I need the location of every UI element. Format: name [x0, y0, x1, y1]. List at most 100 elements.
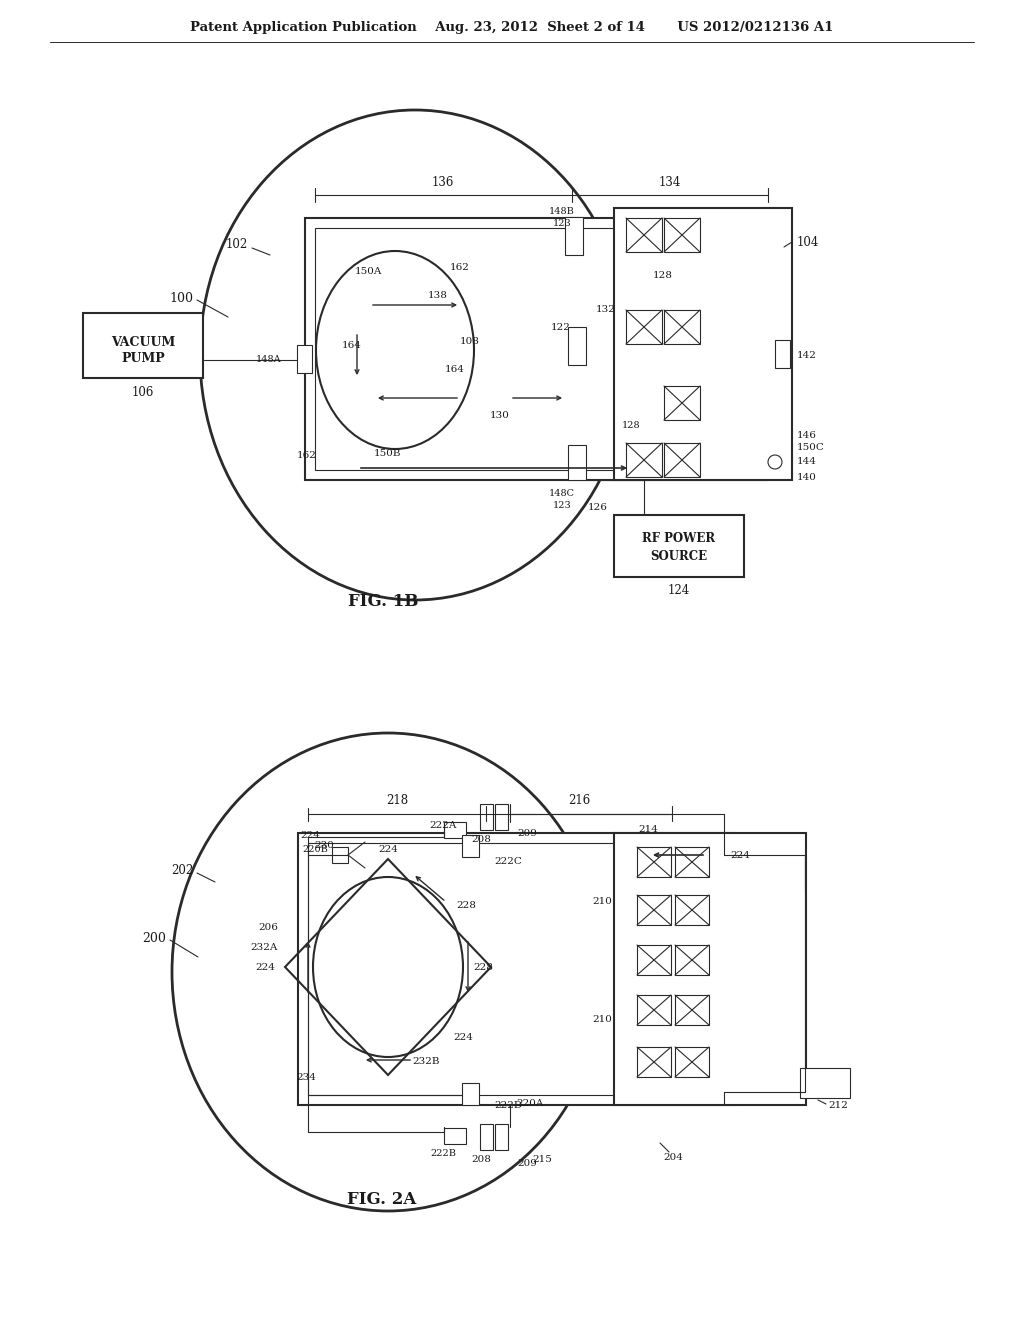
Text: 222C: 222C: [494, 858, 522, 866]
Bar: [298, 833, 736, 1105]
Circle shape: [768, 455, 782, 469]
Text: 130: 130: [490, 412, 510, 421]
Text: 209: 209: [517, 829, 537, 837]
Bar: [565, 216, 583, 255]
Bar: [637, 995, 671, 1026]
Text: 224: 224: [300, 830, 319, 840]
Text: 210: 210: [592, 1015, 612, 1024]
Bar: [664, 218, 700, 252]
Text: 232A: 232A: [251, 942, 278, 952]
Bar: [308, 843, 726, 1096]
Ellipse shape: [313, 876, 463, 1057]
Text: 100: 100: [169, 292, 193, 305]
Bar: [462, 836, 479, 857]
Ellipse shape: [316, 251, 474, 449]
Bar: [637, 945, 671, 975]
Text: 209: 209: [517, 1159, 537, 1167]
Text: 123: 123: [553, 219, 571, 227]
Text: 148B: 148B: [549, 207, 574, 216]
Bar: [305, 218, 767, 480]
Text: 210: 210: [592, 898, 612, 907]
Bar: [675, 1047, 709, 1077]
Text: 106: 106: [132, 385, 155, 399]
Bar: [637, 847, 671, 876]
Bar: [637, 1047, 671, 1077]
Text: 224: 224: [255, 962, 275, 972]
Text: Patent Application Publication    Aug. 23, 2012  Sheet 2 of 14       US 2012/021: Patent Application Publication Aug. 23, …: [190, 21, 834, 33]
Bar: [444, 1129, 466, 1144]
Text: 222B: 222B: [430, 1150, 456, 1159]
Text: 162: 162: [451, 263, 470, 272]
Bar: [675, 995, 709, 1026]
Text: 234: 234: [296, 1072, 316, 1081]
Bar: [775, 341, 790, 368]
Bar: [637, 895, 671, 925]
Text: 122: 122: [551, 322, 571, 331]
Text: 224: 224: [453, 1032, 473, 1041]
Bar: [315, 228, 757, 470]
Bar: [675, 945, 709, 975]
Bar: [626, 444, 662, 477]
Text: 232B: 232B: [413, 1057, 439, 1067]
Bar: [664, 385, 700, 420]
Text: 224: 224: [378, 845, 398, 854]
Text: 102: 102: [225, 239, 248, 252]
Text: 208: 208: [471, 834, 490, 843]
Text: 208: 208: [471, 1155, 490, 1164]
Bar: [495, 1125, 508, 1150]
Bar: [444, 822, 466, 838]
Text: 200: 200: [142, 932, 166, 945]
Bar: [495, 804, 508, 830]
Text: 144: 144: [797, 458, 817, 466]
Text: 128: 128: [622, 421, 640, 429]
Bar: [675, 895, 709, 925]
Bar: [675, 847, 709, 876]
Text: 148A: 148A: [255, 355, 281, 364]
Bar: [568, 445, 586, 480]
Bar: [626, 218, 662, 252]
Text: 150B: 150B: [374, 450, 401, 458]
Text: 142: 142: [797, 351, 817, 359]
Text: SOURCE: SOURCE: [650, 549, 708, 562]
Text: 214: 214: [638, 825, 658, 834]
Text: 148C: 148C: [549, 490, 575, 499]
Bar: [664, 310, 700, 345]
Text: 150A: 150A: [354, 268, 382, 276]
Text: FIG. 2A: FIG. 2A: [347, 1192, 417, 1209]
Bar: [614, 209, 792, 480]
Text: 136: 136: [432, 176, 455, 189]
Text: 123: 123: [553, 502, 571, 511]
Text: 126: 126: [588, 503, 608, 512]
Bar: [614, 833, 806, 1105]
Text: 212: 212: [828, 1101, 848, 1110]
Text: 204: 204: [664, 1154, 683, 1163]
Text: 146: 146: [797, 432, 817, 441]
Text: VACUUM: VACUUM: [111, 335, 175, 348]
Text: 164: 164: [445, 366, 465, 375]
Text: 222D: 222D: [494, 1101, 522, 1110]
Text: FIG. 1B: FIG. 1B: [348, 594, 418, 610]
Text: RF POWER: RF POWER: [642, 532, 716, 545]
Text: 224: 224: [730, 850, 750, 859]
Bar: [614, 515, 744, 577]
Bar: [83, 313, 203, 378]
Bar: [480, 1125, 493, 1150]
Text: 134: 134: [658, 176, 681, 189]
Text: 162: 162: [297, 451, 317, 461]
Bar: [480, 804, 493, 830]
Text: 230: 230: [314, 841, 334, 850]
Text: 150C: 150C: [797, 444, 825, 453]
Bar: [568, 327, 586, 366]
Bar: [626, 310, 662, 345]
Text: 108: 108: [460, 338, 480, 346]
Text: 228: 228: [456, 900, 476, 909]
Text: 104: 104: [797, 235, 819, 248]
Text: 220A: 220A: [516, 1098, 544, 1107]
Text: 140: 140: [797, 473, 817, 482]
Text: 164: 164: [342, 341, 361, 350]
Bar: [800, 1068, 850, 1098]
Text: 202: 202: [171, 863, 193, 876]
Text: 218: 218: [386, 795, 408, 808]
Text: 124: 124: [668, 583, 690, 597]
Bar: [462, 1082, 479, 1105]
